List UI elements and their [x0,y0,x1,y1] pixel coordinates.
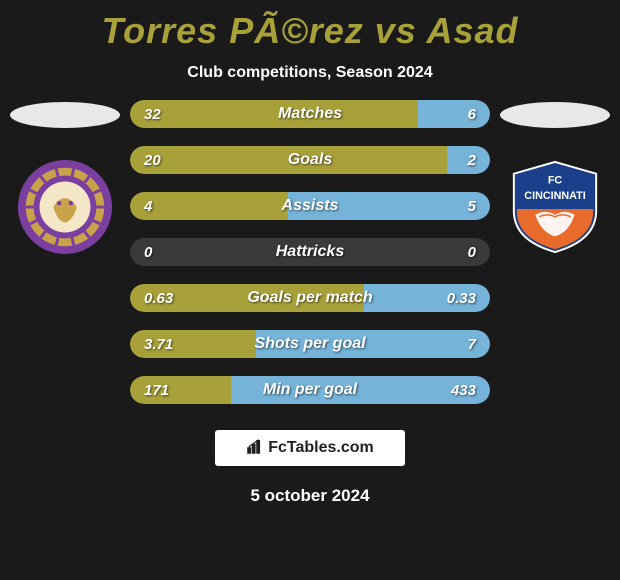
orlando-city-badge-icon [16,158,114,256]
stat-row: 0.630.33Goals per match [130,284,490,312]
stat-row: 171433Min per goal [130,376,490,404]
chart-icon [246,437,264,460]
svg-text:CINCINNATI: CINCINNATI [524,190,585,202]
left-oval [10,102,120,128]
fctables-label: FcTables.com [268,439,374,457]
footer-date: 5 october 2024 [0,486,620,506]
stat-row: 45Assists [130,192,490,220]
right-oval [500,102,610,128]
bar-right-fill [256,330,490,358]
svg-text:FC: FC [548,174,563,186]
bar-right-fill [288,192,490,220]
bar-left-fill [130,376,231,404]
bar-left-fill [130,284,364,312]
right-side: FC CINCINNATI [500,100,610,256]
comparison-content: 326Matches 202Goals 45Assists 00Hattricks 0.… [0,100,620,404]
bar-left-fill [130,192,288,220]
bar-right-fill [364,284,490,312]
bar-left-fill [130,146,447,174]
fctables-logo: FcTables.com [215,430,405,466]
right-team-badge: FC CINCINNATI [506,158,604,256]
bar-right-fill [418,100,490,128]
bar-right-fill [447,146,490,174]
bar-left-fill [130,330,256,358]
stat-bars: 326Matches 202Goals 45Assists 00Hattricks 0.… [130,100,490,404]
left-team-badge [16,158,114,256]
stat-row: 202Goals [130,146,490,174]
page-title: Torres PÃ©rez vs Asad [0,0,620,52]
bar-left-fill [130,100,418,128]
bar-right-fill [231,376,490,404]
fc-cincinnati-badge-icon: FC CINCINNATI [506,158,604,256]
stat-row: 326Matches [130,100,490,128]
left-side [10,100,120,256]
subtitle: Club competitions, Season 2024 [0,64,620,82]
stat-row: 3.717Shots per goal [130,330,490,358]
stat-row: 00Hattricks [130,238,490,266]
